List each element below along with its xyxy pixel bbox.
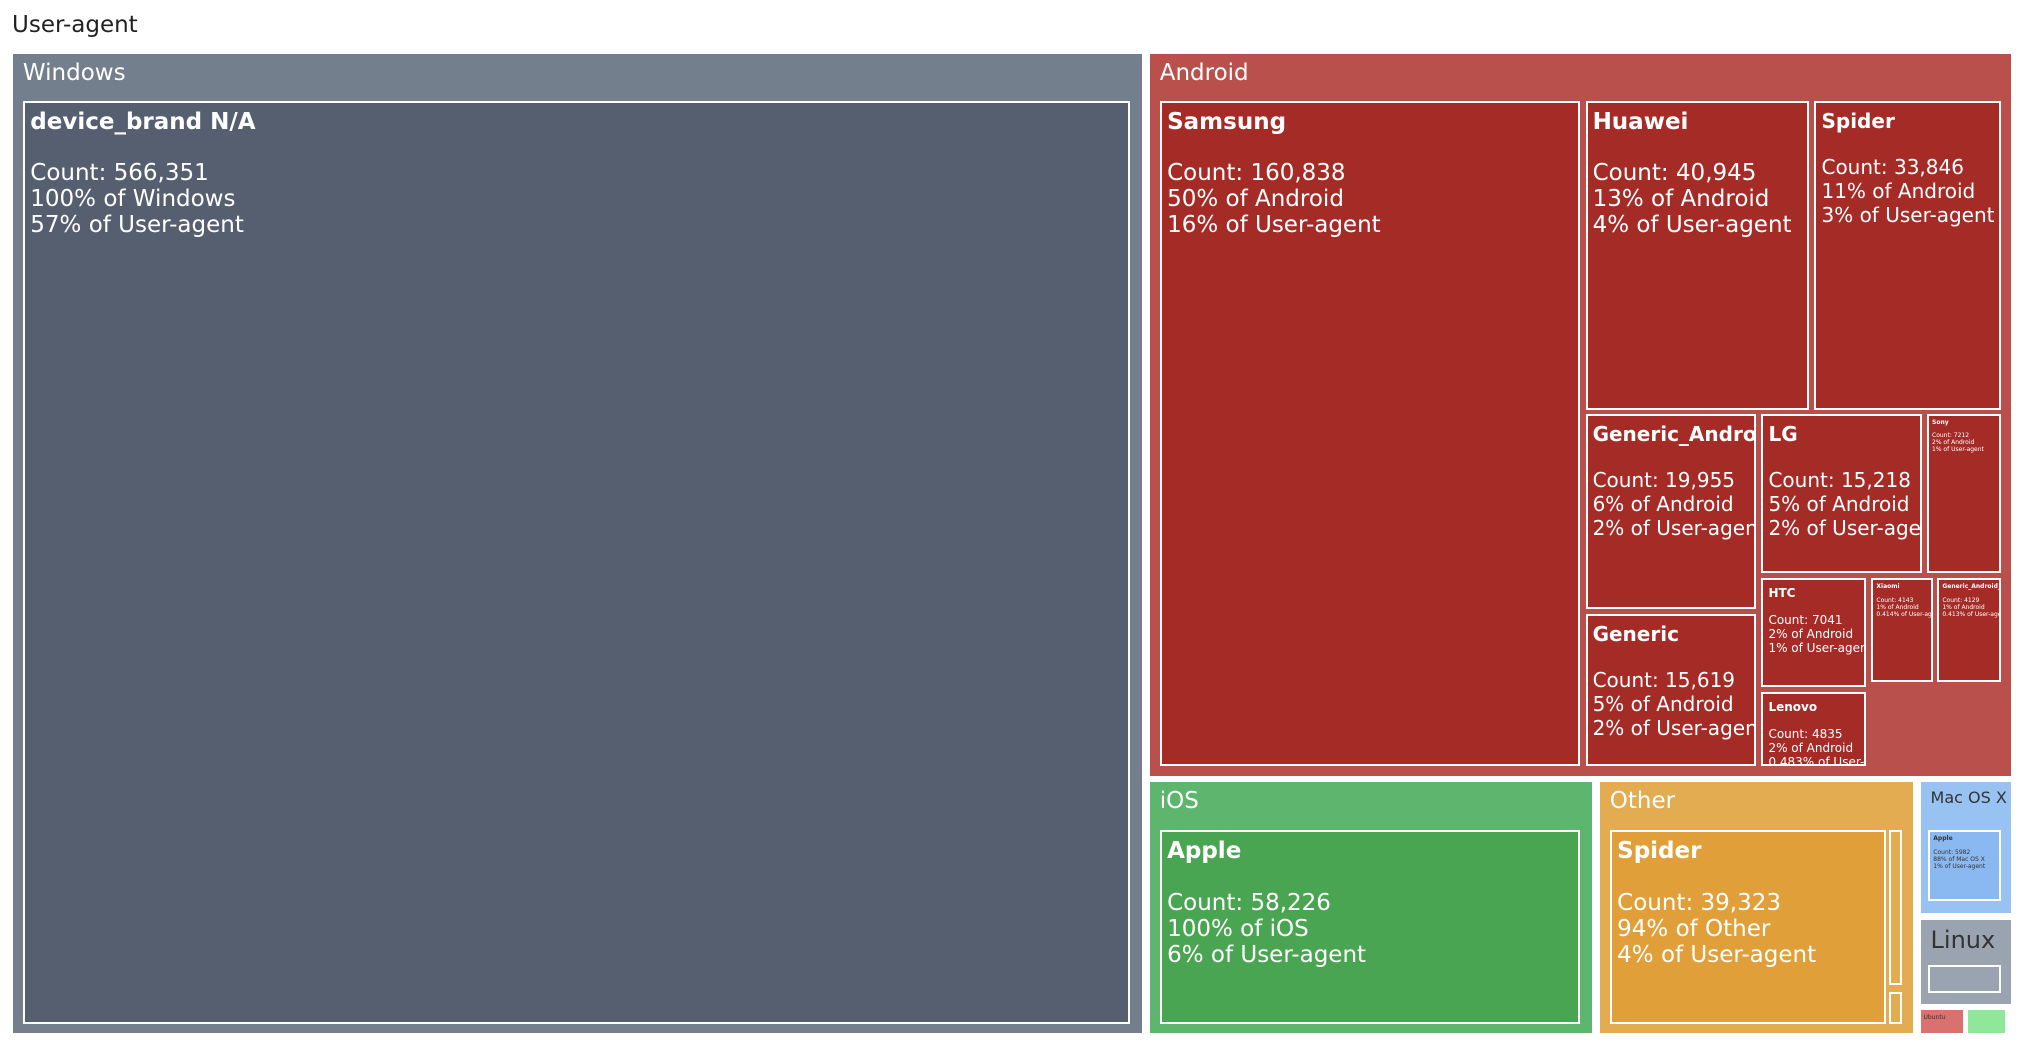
tile-share: 2% of Android <box>1768 741 1854 756</box>
group: Linux <box>1920 919 2012 1004</box>
tile-share: 6% of Android <box>1592 491 1734 516</box>
tile-count: Count: 15,619 <box>1592 668 1736 693</box>
group-label: Ubuntu <box>1923 1014 1946 1022</box>
tile: Generic Count: 15,619 5% of Android 2% of U… <box>1585 614 1757 766</box>
group-label: Android <box>1159 60 1249 87</box>
tile-count: Count: 15,218 <box>1768 467 1911 492</box>
tile-share: 2% of User-agent <box>1592 515 1757 540</box>
inner-frame <box>1889 991 1903 1025</box>
tile-share: 4% of User-agent <box>1617 941 1817 968</box>
small-tile <box>1968 1010 2005 1034</box>
group-label: iOS <box>1159 788 1199 815</box>
tile-name: Huawei <box>1592 108 1689 135</box>
tile: Sony Count: 7212 2% of Android 1% of User-a… <box>1927 413 2001 573</box>
group-label: Windows <box>22 60 126 87</box>
tile: Huawei Count: 40,945 13% of Android 4% of U… <box>1585 100 1810 410</box>
tile-count: Count: 7212 <box>1932 432 1970 440</box>
tile-count: Count: 33,846 <box>1821 154 1964 179</box>
inner-frame <box>1889 830 1903 986</box>
tile-share: 1% of User-agent <box>1933 862 1986 870</box>
tile-count: Count: 160,838 <box>1167 160 1346 187</box>
chart-title: User-agent <box>12 12 138 38</box>
tile-name: Samsung <box>1167 108 1287 135</box>
tile-share: 100% of iOS <box>1167 915 1309 942</box>
tile-share: 100% of Windows <box>30 186 236 213</box>
tile-name: device_brand N/A <box>30 108 256 135</box>
tile-count: Count: 4835 <box>1768 727 1843 742</box>
tile-name: Spider <box>1617 838 1702 865</box>
tile-count: Count: 39,323 <box>1617 889 1781 916</box>
tile-count: Count: 7041 <box>1768 613 1843 628</box>
tile-share: 13% of Android <box>1592 186 1770 213</box>
tile-share: 6% of User-agent <box>1167 941 1367 968</box>
group: Ubuntu <box>1920 1010 1964 1034</box>
tile-share: 0.483% of User-agent <box>1768 755 1865 766</box>
tile-share: 57% of User-agent <box>30 212 244 239</box>
tile: Lenovo Count: 4835 2% of Android 0.483% of … <box>1761 691 1867 766</box>
tile-name: Generic_Android_Tablet <box>1942 583 2001 591</box>
tile: Apple Count: 58,226 100% of iOS 6% of User-… <box>1160 830 1581 1025</box>
tile: LG Count: 15,218 5% of Android 2% of User-a… <box>1761 413 1922 573</box>
tile-name: Apple <box>1933 835 1953 843</box>
tile: Apple Count: 5982 88% of Mac OS X 1% of Use… <box>1928 830 2001 902</box>
tile-share: 1% of User-agent <box>1932 446 1984 454</box>
tile-name: Lenovo <box>1768 699 1818 714</box>
tile-name: Generic <box>1592 622 1679 647</box>
tile-share: 1% of Android <box>1942 603 1985 611</box>
tile-count: Count: 4143 <box>1876 596 1914 604</box>
tile-share: 1% of User-agent <box>1768 641 1867 656</box>
tile-share: 2% of Android <box>1768 627 1854 642</box>
tile-share: 2% of Android <box>1932 439 1975 447</box>
tile-share: 1% of Android <box>1876 603 1919 611</box>
tile: Spider Count: 39,323 94% of Other 4% of Use… <box>1610 830 1886 1025</box>
tile-name: LG <box>1768 421 1798 446</box>
tile-name: Generic_Android <box>1592 421 1757 446</box>
tile-share: 5% of Android <box>1592 692 1734 717</box>
tile-share: 2% of User-agent <box>1592 716 1757 741</box>
tile-share: 3% of User-agent <box>1821 202 1995 227</box>
group-label: Linux <box>1930 925 1996 954</box>
tile-share: 4% of User-agent <box>1592 212 1792 239</box>
tile-share: 5% of Android <box>1768 491 1910 516</box>
tile-count: Count: 4129 <box>1942 596 1980 604</box>
tile-name: Sony <box>1932 418 1949 426</box>
tile: Xiaomi Count: 4143 1% of Android 0.414% of … <box>1871 578 1934 682</box>
tile: Spider Count: 33,846 11% of Android 3% of U… <box>1814 100 2001 410</box>
tile-name: Spider <box>1821 108 1895 133</box>
tile-share: 2% of User-agent <box>1768 515 1921 540</box>
tile-share: 88% of Mac OS X <box>1933 855 1985 863</box>
tile-share: 11% of Android <box>1821 178 1976 203</box>
tile-share: 94% of Other <box>1617 915 1771 942</box>
tile-count: Count: 566,351 <box>30 160 209 187</box>
tile-share: 0.413% of User-agent <box>1942 610 1998 618</box>
tile-count: Count: 5982 <box>1933 848 1971 856</box>
tile-share: 0.414% of User-agent <box>1876 610 1932 618</box>
group-label: Other <box>1609 788 1676 815</box>
tile-name: Xiaomi <box>1876 583 1900 591</box>
inner-frame <box>1928 964 2001 994</box>
tile-share: 50% of Android <box>1167 186 1344 213</box>
tile-name: HTC <box>1768 586 1796 601</box>
tile: device_brand N/A Count: 566,351 100% of Wi… <box>23 100 1131 1025</box>
tile-count: Count: 40,945 <box>1592 160 1757 187</box>
tile: Samsung Count: 160,838 50% of Android 16% o… <box>1160 100 1581 766</box>
tile-share: 16% of User-agent <box>1167 212 1381 239</box>
tile-count: Count: 58,226 <box>1167 889 1331 916</box>
tile-count: Count: 19,955 <box>1592 467 1736 492</box>
tile-name: Apple <box>1167 838 1242 865</box>
group-label: Mac OS X <box>1930 788 2007 808</box>
tile: HTC Count: 7041 2% of Android 1% of User-ag… <box>1761 578 1867 687</box>
